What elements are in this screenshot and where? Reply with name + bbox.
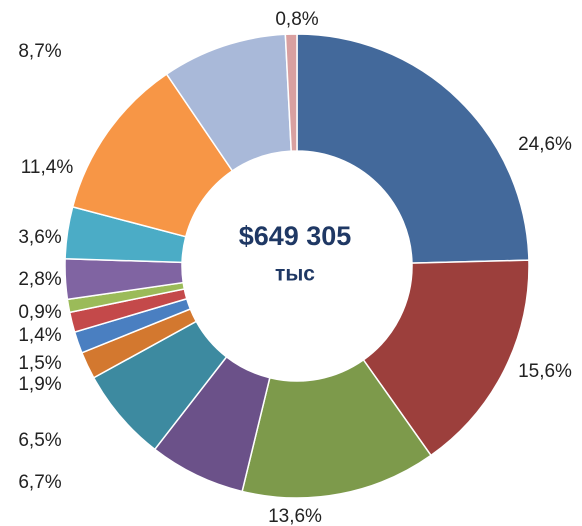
value-label: 15,6% [518,361,572,382]
value-label: 13,6% [268,506,322,526]
value-label: 1,5% [18,353,61,374]
value-label: 6,5% [18,430,61,451]
value-label: 24,6% [518,134,572,155]
slice [296,33,530,264]
value-label: 11,4% [21,157,74,178]
value-label: 1,9% [18,374,61,395]
value-label: 6,7% [18,472,61,493]
value-label: 8,7% [18,41,61,62]
value-label: 3,6% [18,227,61,248]
value-label: 0,8% [275,9,318,30]
slice [241,358,433,499]
value-label: 1,4% [18,325,61,346]
center-total: $649 305 [239,221,352,251]
slice [362,259,530,457]
value-label: 0,9% [18,302,61,323]
value-label: 2,8% [18,269,61,290]
center-unit: тыс [275,263,315,286]
slice [284,33,298,152]
